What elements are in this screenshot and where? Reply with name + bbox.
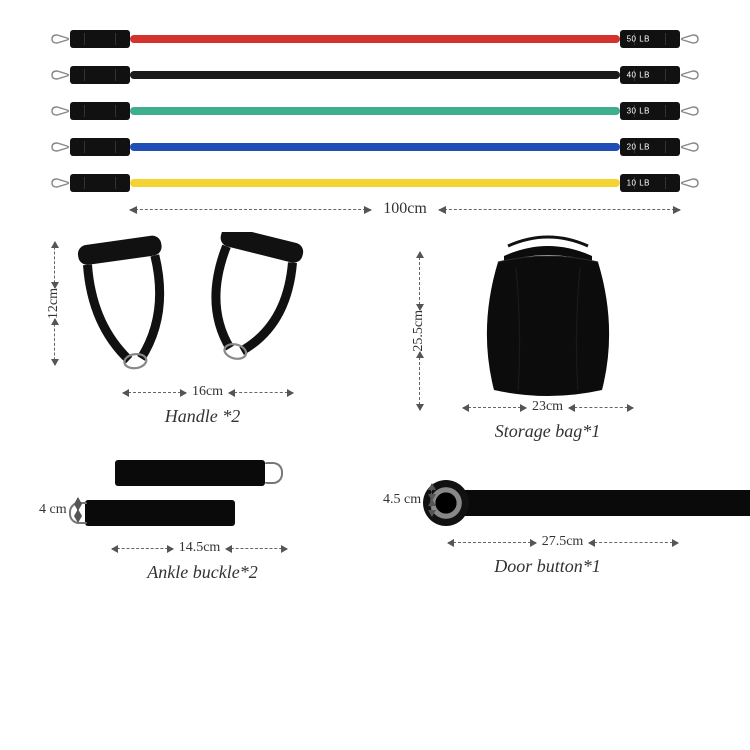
carabiner-icon (50, 34, 70, 44)
handle-illustration: 12cm (70, 232, 375, 382)
ankle-width-label: 14.5cm (173, 540, 227, 556)
handle-width-label: 16cm (186, 384, 229, 400)
carabiner-icon (50, 70, 70, 80)
band-grip (70, 174, 130, 192)
band-row: 50 LB (50, 30, 700, 48)
band-tube (130, 35, 620, 43)
carabiner-icon (50, 142, 70, 152)
door-anchor-icon: 4.5 cm (395, 472, 700, 532)
ankle-cell: 4 cm 14.5cm Ankle buckle*2 (50, 452, 355, 583)
bag-height-label: 25.5cm (405, 310, 433, 352)
band-weight: 30 LB (627, 107, 650, 116)
bands-width-dimension: 100cm (130, 200, 680, 218)
band-tube (130, 71, 620, 79)
carabiner-icon (680, 142, 700, 152)
bag-caption: Storage bag*1 (495, 421, 601, 442)
carabiner-icon (50, 106, 70, 116)
band-grip (70, 138, 130, 156)
ankle-caption: Ankle buckle*2 (147, 562, 257, 583)
bag-cell: 25.5cm 23cm Storage bag*1 (395, 232, 700, 442)
band-tube (130, 179, 620, 187)
band-grip (70, 102, 130, 120)
handle-caption: Handle *2 (165, 406, 241, 427)
resistance-bands: 50 LB 40 LB 30 LB 20 LB 10 LB (50, 30, 700, 192)
band-row: 10 LB (50, 174, 700, 192)
band-row: 20 LB (50, 138, 700, 156)
band-weight: 50 LB (627, 35, 650, 44)
accessories-grid: 12cm 16cm H (50, 232, 700, 583)
band-grip: 10 LB (620, 174, 680, 192)
door-height-label: 4.5 cm (377, 492, 427, 507)
ankle-height-label: 4 cm (33, 502, 73, 517)
door-caption: Door button*1 (494, 556, 601, 577)
storage-bag-icon (468, 232, 628, 397)
bands-width-label: 100cm (371, 200, 439, 218)
band-weight: 20 LB (627, 143, 650, 152)
band-weight: 10 LB (627, 179, 650, 188)
band-grip: 20 LB (620, 138, 680, 156)
band-grip (70, 30, 130, 48)
ankle-strap-icon: 4 cm (75, 458, 380, 538)
band-grip (70, 66, 130, 84)
carabiner-icon (680, 70, 700, 80)
door-width-label: 27.5cm (536, 534, 590, 550)
band-weight: 40 LB (627, 71, 650, 80)
band-grip: 40 LB (620, 66, 680, 84)
band-row: 40 LB (50, 66, 700, 84)
handle-cell: 12cm 16cm H (50, 232, 355, 442)
carabiner-icon (680, 178, 700, 188)
handle-height-label: 12cm (40, 288, 68, 319)
band-row: 30 LB (50, 102, 700, 120)
band-tube (130, 107, 620, 115)
door-cell: 4.5 cm 27.5cm Door button*1 (395, 452, 700, 583)
carabiner-icon (680, 34, 700, 44)
carabiner-icon (680, 106, 700, 116)
band-grip: 50 LB (620, 30, 680, 48)
carabiner-icon (50, 178, 70, 188)
band-tube (130, 143, 620, 151)
band-grip: 30 LB (620, 102, 680, 120)
bag-width-label: 23cm (526, 399, 569, 415)
